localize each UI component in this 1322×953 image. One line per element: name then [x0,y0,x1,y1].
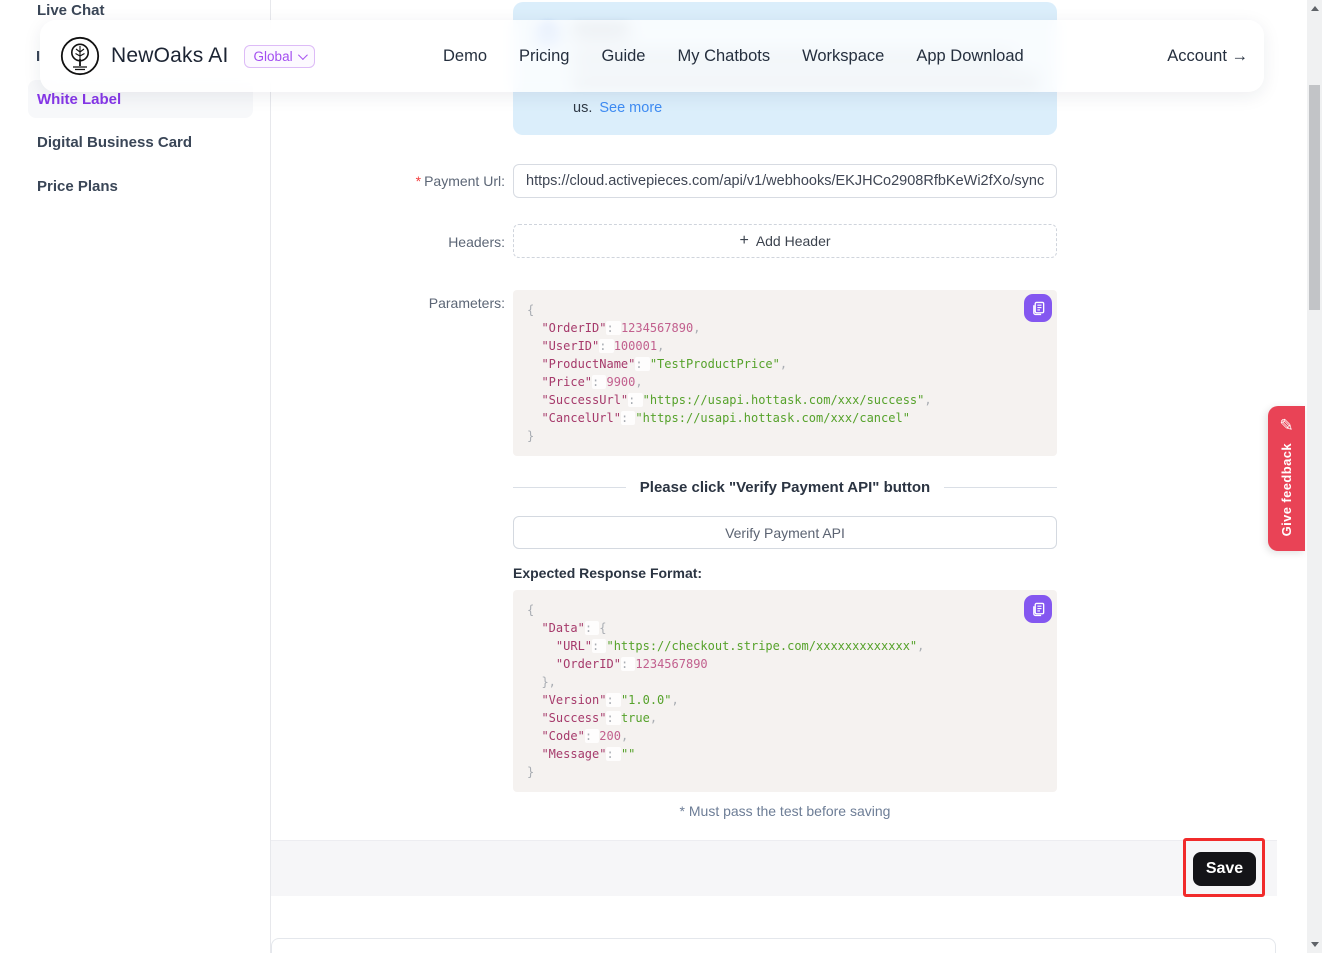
nav-link-pricing[interactable]: Pricing [519,46,570,65]
required-asterisk: * [415,173,422,189]
top-navbar: NewOaks AI Global Demo Pricing Guide My … [40,20,1264,92]
form-footer: Save [271,840,1277,896]
nav-links: Demo Pricing Guide My Chatbots Workspace… [443,20,1024,92]
scroll-up-icon[interactable] [1310,6,1319,11]
nav-link-guide[interactable]: Guide [601,46,646,65]
add-header-label: Add Header [755,233,831,249]
copy-button[interactable] [1024,595,1052,623]
divider-line [513,486,626,488]
scrollbar-thumb[interactable] [1309,85,1320,310]
headers-label: Headers: [448,234,505,250]
payment-url-label: * Payment Url: [415,173,505,189]
must-pass-note: * Must pass the test before saving [679,803,891,819]
copy-icon [1032,301,1044,315]
sidebar-item-digital-business-card[interactable]: Digital Business Card [37,134,193,151]
scrollbar[interactable] [1307,0,1322,953]
give-feedback-tab[interactable]: ✎ Give feedback [1268,406,1305,551]
parameters-editor[interactable]: { "OrderID": 1234567890, "UserID": 10000… [513,290,1057,456]
nav-link-workspace[interactable]: Workspace [802,46,885,65]
region-label: Global [253,48,293,64]
plus-icon: + [739,232,749,249]
sidebar-item-partial[interactable]: I [36,48,41,64]
copy-icon [1032,602,1044,616]
instruction-divider: Please click "Verify Payment API" button [513,477,1058,497]
divider-text: Please click "Verify Payment API" button [639,478,931,496]
reminder-tail-text: us. [573,100,593,116]
save-button[interactable]: Save [1193,852,1256,886]
pencil-icon: ✎ [1279,416,1294,435]
parameters-label: Parameters: [428,295,505,311]
divider-line [944,486,1058,488]
add-header-button[interactable]: + Add Header [513,224,1057,258]
brand-name: NewOaks AI [111,44,229,67]
nav-link-my-chatbots[interactable]: My Chatbots [677,46,771,65]
scroll-down-icon[interactable] [1310,942,1319,947]
copy-button[interactable] [1024,294,1052,322]
sidebar-item-live-chat[interactable]: Live Chat [37,2,105,19]
nav-link-demo[interactable]: Demo [443,46,488,65]
expected-response-viewer: { "Data": { "URL": "https://checkout.str… [513,590,1057,792]
brand: NewOaks AI Global [60,20,315,92]
sidebar-item-label: White Label [37,90,122,108]
sidebar-divider [270,0,271,953]
account-link[interactable]: Account → [1167,46,1248,65]
newoaks-logo-icon [60,36,100,76]
sidebar-item-price-plans[interactable]: Price Plans [37,178,118,195]
verify-payment-api-button[interactable]: Verify Payment API [513,516,1057,549]
next-section-card [271,938,1276,953]
region-dropdown[interactable]: Global [243,44,315,68]
nav-link-app-download[interactable]: App Download [916,46,1024,65]
feedback-tab-label: Give feedback [1279,443,1294,537]
payment-url-input[interactable] [513,164,1057,198]
expected-response-label: Expected Response Format: [513,565,703,581]
see-more-link[interactable]: See more [599,100,663,116]
chevron-down-icon [297,49,308,60]
